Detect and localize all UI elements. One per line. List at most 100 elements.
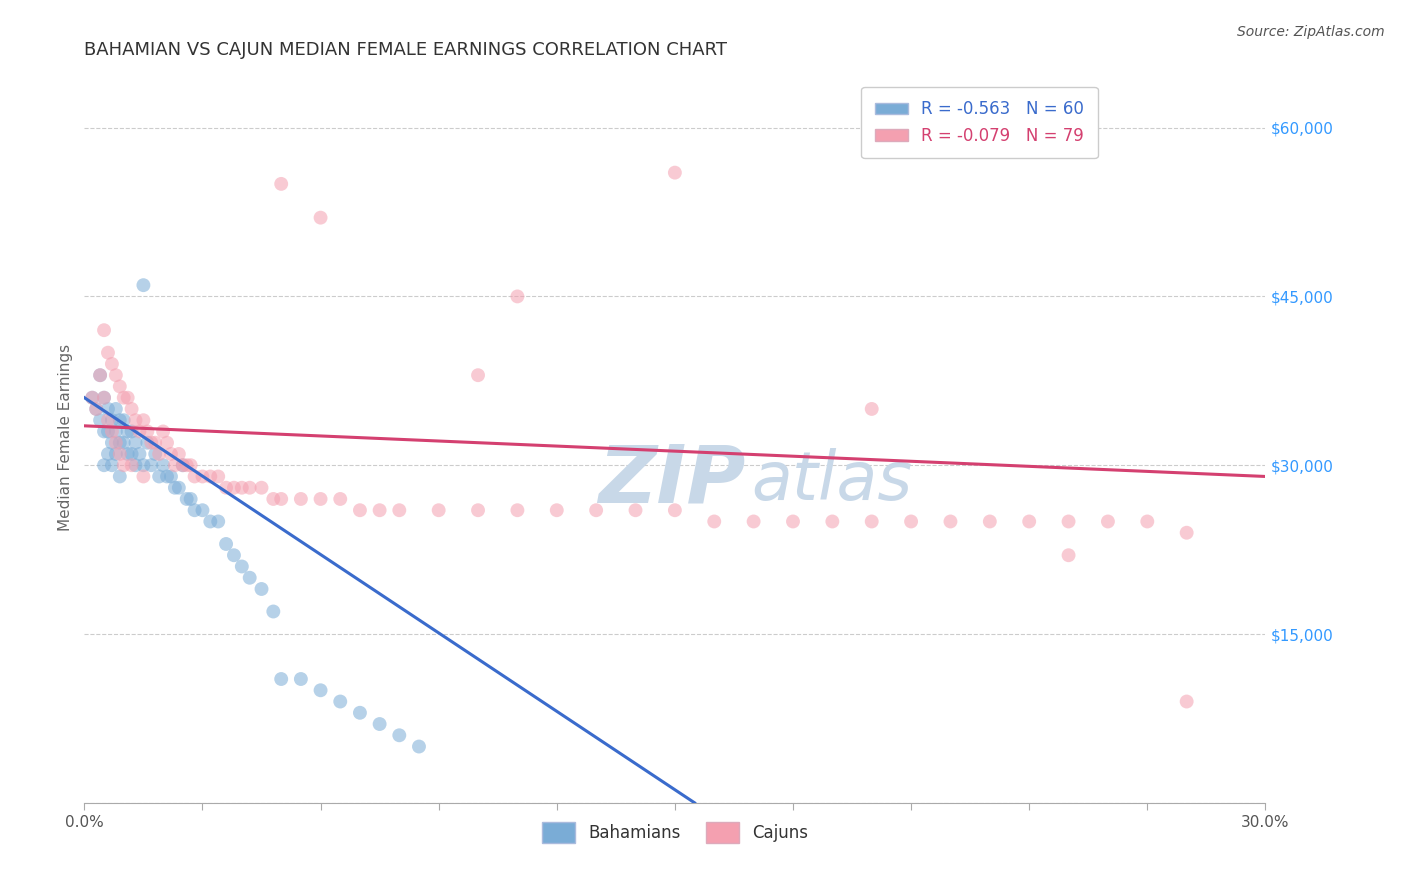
Point xyxy=(506,289,529,303)
Point xyxy=(703,515,725,529)
Point xyxy=(104,425,127,439)
Point xyxy=(104,435,127,450)
Point xyxy=(585,503,607,517)
Point xyxy=(156,469,179,483)
Point xyxy=(93,391,115,405)
Point xyxy=(388,728,411,742)
Point xyxy=(124,435,146,450)
Point xyxy=(84,401,107,416)
Point xyxy=(1057,515,1080,529)
Point xyxy=(132,278,155,293)
Point xyxy=(89,368,111,383)
Point xyxy=(101,425,124,439)
Point xyxy=(191,469,214,483)
Point xyxy=(290,491,312,506)
Point xyxy=(152,425,174,439)
Point xyxy=(222,481,245,495)
Point xyxy=(163,458,186,473)
Point xyxy=(148,447,170,461)
Point xyxy=(821,515,844,529)
Text: Source: ZipAtlas.com: Source: ZipAtlas.com xyxy=(1237,25,1385,39)
Point xyxy=(160,447,183,461)
Point xyxy=(104,368,127,383)
Point xyxy=(167,481,190,495)
Point xyxy=(112,435,135,450)
Point xyxy=(270,177,292,191)
Point xyxy=(108,435,131,450)
Point xyxy=(1136,515,1159,529)
Point xyxy=(152,458,174,473)
Point xyxy=(141,435,163,450)
Point xyxy=(167,447,190,461)
Point xyxy=(121,458,143,473)
Point xyxy=(207,515,229,529)
Point xyxy=(368,717,391,731)
Point xyxy=(121,447,143,461)
Point xyxy=(112,458,135,473)
Point xyxy=(231,481,253,495)
Point xyxy=(506,503,529,517)
Point xyxy=(309,211,332,225)
Text: BAHAMIAN VS CAJUN MEDIAN FEMALE EARNINGS CORRELATION CHART: BAHAMIAN VS CAJUN MEDIAN FEMALE EARNINGS… xyxy=(84,41,727,59)
Point xyxy=(329,491,352,506)
Point xyxy=(1175,525,1198,540)
Point xyxy=(148,469,170,483)
Point xyxy=(290,672,312,686)
Point xyxy=(176,458,198,473)
Point xyxy=(104,447,127,461)
Point xyxy=(82,391,104,405)
Point xyxy=(132,413,155,427)
Point xyxy=(101,357,124,371)
Point xyxy=(82,391,104,405)
Point xyxy=(93,425,115,439)
Point xyxy=(200,469,222,483)
Point xyxy=(97,401,120,416)
Text: ZIP: ZIP xyxy=(599,442,745,520)
Point xyxy=(1097,515,1119,529)
Point xyxy=(143,447,166,461)
Point xyxy=(108,469,131,483)
Point xyxy=(172,458,194,473)
Point xyxy=(108,413,131,427)
Point xyxy=(121,401,143,416)
Point xyxy=(128,425,150,439)
Point xyxy=(250,481,273,495)
Point xyxy=(349,706,371,720)
Point xyxy=(222,548,245,562)
Point xyxy=(262,605,284,619)
Point xyxy=(207,469,229,483)
Point xyxy=(239,481,262,495)
Point xyxy=(132,458,155,473)
Point xyxy=(112,413,135,427)
Text: atlas: atlas xyxy=(752,448,912,514)
Point xyxy=(250,582,273,596)
Point xyxy=(408,739,430,754)
Point xyxy=(176,491,198,506)
Point xyxy=(900,515,922,529)
Y-axis label: Median Female Earnings: Median Female Earnings xyxy=(58,343,73,531)
Point xyxy=(97,345,120,359)
Point xyxy=(368,503,391,517)
Point xyxy=(782,515,804,529)
Point xyxy=(239,571,262,585)
Point xyxy=(309,491,332,506)
Point xyxy=(101,413,124,427)
Point xyxy=(89,413,111,427)
Point xyxy=(97,447,120,461)
Point xyxy=(112,391,135,405)
Point xyxy=(124,458,146,473)
Point xyxy=(97,425,120,439)
Point xyxy=(141,458,163,473)
Point xyxy=(117,425,139,439)
Point xyxy=(84,401,107,416)
Point xyxy=(191,503,214,517)
Point xyxy=(93,391,115,405)
Point xyxy=(143,435,166,450)
Point xyxy=(101,458,124,473)
Point xyxy=(183,469,205,483)
Point xyxy=(309,683,332,698)
Point xyxy=(160,469,183,483)
Point xyxy=(860,515,883,529)
Point xyxy=(200,515,222,529)
Point xyxy=(136,425,159,439)
